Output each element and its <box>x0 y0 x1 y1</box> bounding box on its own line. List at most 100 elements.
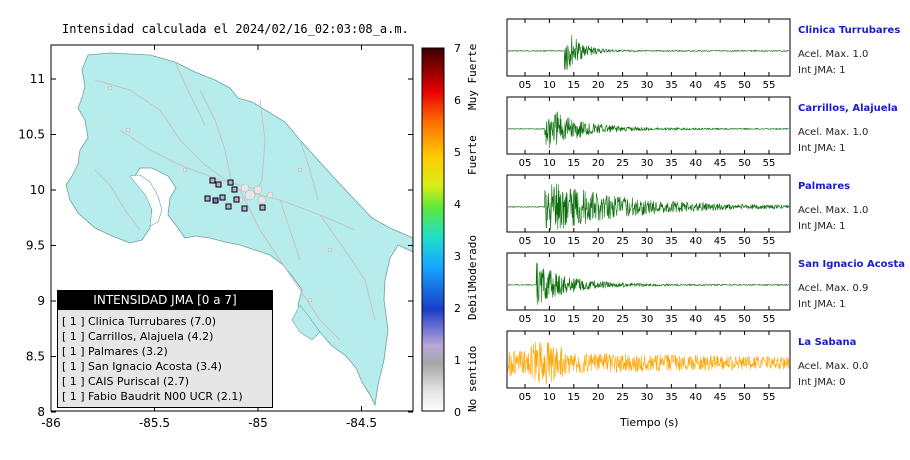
waveform-trace <box>507 341 790 385</box>
scale-number: 6 <box>454 94 461 107</box>
waveform-tick-label: 05 <box>519 392 532 403</box>
station-jma: Int JMA: 0 <box>798 377 846 388</box>
legend-item-label: CAIS Puriscal (2.7) <box>88 375 190 388</box>
map-frame <box>50 44 414 412</box>
waveform-panel: 05 10 15 20 25 30 35 40 45 50 55 <box>506 252 791 325</box>
waveform-tick-label: 55 <box>763 236 776 247</box>
legend-item: [ 1 ] Palmares (3.2) <box>62 344 272 359</box>
waveform-tick-label: 45 <box>714 314 727 325</box>
station-name: Palmares <box>798 181 851 192</box>
waveform-tick-label: 20 <box>592 314 605 325</box>
waveform-tick-label: 40 <box>689 392 702 403</box>
map-x-tick-label: -84.5 <box>346 416 377 430</box>
waveform-tick-label: 50 <box>738 236 751 247</box>
legend-item-level: [ 1 ] <box>62 375 85 388</box>
station-name: San Ignacio Acosta <box>798 259 906 270</box>
nicoya-gulf <box>129 174 163 227</box>
waveform-tick-label: 50 <box>738 314 751 325</box>
waveform-tick-label: 40 <box>689 80 702 91</box>
map-y-tick-label: 8.5 <box>26 350 45 364</box>
waveform-tick-label: 45 <box>714 158 727 169</box>
waveform-tick-label: 45 <box>714 392 727 403</box>
station-acel: Acel. Max. 1.0 <box>798 49 869 60</box>
legend-item-level: [ 1 ] <box>62 390 85 403</box>
legend-item-label: Palmares (3.2) <box>88 345 168 358</box>
waveform-tick-label: 15 <box>567 80 580 91</box>
waveform-panel: 05 10 15 20 25 30 35 40 45 50 55 <box>506 96 791 169</box>
station-acel: Acel. Max. 0.9 <box>798 283 869 294</box>
station-acel: Acel. Max. 1.0 <box>798 127 869 138</box>
waveform-tick-label: 40 <box>689 158 702 169</box>
legend-item-level: [ 1 ] <box>62 360 85 373</box>
scale-number: 0 <box>454 406 461 419</box>
station-name: Carrillos, Alajuela <box>798 103 898 114</box>
map-x-tick-label: -86 <box>41 416 61 430</box>
scale-number: 4 <box>454 198 461 211</box>
waveform-tick-label: 30 <box>641 80 654 91</box>
waveform-tick-label: 15 <box>567 314 580 325</box>
station-acel: Acel. Max. 1.0 <box>798 205 869 216</box>
waveform-tick-label: 55 <box>763 158 776 169</box>
legend-item: [ 1 ] Clinica Turrubares (7.0) <box>62 314 272 329</box>
station-markers <box>204 177 266 212</box>
waveform-tick-label: 55 <box>763 80 776 91</box>
legend-item-level: [ 1 ] <box>62 330 85 343</box>
legend-item-label: Clinica Turrubares (7.0) <box>88 315 217 328</box>
waveform-trace <box>507 262 790 305</box>
waveform-tick-label: 10 <box>543 80 556 91</box>
waveform-tick-label: 55 <box>763 314 776 325</box>
waveform-tick-label: 50 <box>738 158 751 169</box>
station-name: La Sabana <box>798 337 857 348</box>
waveform-tick-label: 25 <box>616 80 629 91</box>
waveform-panel: 05 10 15 20 25 30 35 40 45 50 55 <box>506 174 791 247</box>
map-y-tick-label: 9.5 <box>26 239 45 253</box>
waveform-tick-label: 20 <box>592 158 605 169</box>
map-x-tick-label: -85 <box>248 416 268 430</box>
station-jma: Int JMA: 1 <box>798 221 846 232</box>
waveform-tick-label: 10 <box>543 314 556 325</box>
road-network <box>94 61 376 341</box>
waveform-trace <box>507 183 790 231</box>
waveform-tick-label: 40 <box>689 236 702 247</box>
waveform-tick-label: 35 <box>665 236 678 247</box>
waveform-tick-label: 50 <box>738 80 751 91</box>
map-y-tick-label: 11 <box>30 72 45 86</box>
waveform-trace <box>507 35 790 71</box>
waveform-tick-label: 05 <box>519 158 532 169</box>
legend-item-level: [ 1 ] <box>62 315 85 328</box>
legend-item: [ 1 ] Carrillos, Alajuela (4.2) <box>62 329 272 344</box>
waveform-tick-label: 30 <box>641 314 654 325</box>
waveform-tick-label: 30 <box>641 236 654 247</box>
waveform-tick-label: 25 <box>616 314 629 325</box>
legend-item: [ 1 ] Fabio Baudrit N00 UCR (2.1) <box>62 389 272 404</box>
waveform-tick-label: 05 <box>519 314 532 325</box>
map-title: Intensidad calculada el 2024/02/16_02:03… <box>62 22 409 36</box>
waveform-tick-label: 10 <box>543 392 556 403</box>
waveform-tick-label: 20 <box>592 80 605 91</box>
waveform-tick-label: 30 <box>641 158 654 169</box>
scale-number: 1 <box>454 354 461 367</box>
x-axis-label: Tiempo (s) <box>620 416 679 429</box>
legend-list: [ 1 ] Clinica Turrubares (7.0)[ 1 ] Carril… <box>58 310 272 404</box>
map-x-tick-label: -85.5 <box>139 416 170 430</box>
station-jma: Int JMA: 1 <box>798 65 846 76</box>
waveform-tick-label: 05 <box>519 80 532 91</box>
legend-title: INTENSIDAD JMA [0 a 7] <box>58 291 272 310</box>
waveform-tick-label: 55 <box>763 392 776 403</box>
waveform-tick-label: 30 <box>641 392 654 403</box>
station-jma: Int JMA: 1 <box>798 143 846 154</box>
intensity-color-scale <box>421 47 445 412</box>
legend-item: [ 1 ] San Ignacio Acosta (3.4) <box>62 359 272 374</box>
waveform-tick-label: 50 <box>738 392 751 403</box>
scale-number: 3 <box>454 250 461 263</box>
legend-item-level: [ 1 ] <box>62 345 85 358</box>
waveform-tick-label: 20 <box>592 236 605 247</box>
waveform-tick-label: 20 <box>592 392 605 403</box>
waveform-tick-label: 45 <box>714 236 727 247</box>
waveform-panel: 05 10 15 20 25 30 35 40 45 50 55 <box>506 330 791 403</box>
legend-item: [ 1 ] CAIS Puriscal (2.7) <box>62 374 272 389</box>
scale-number: 7 <box>454 42 461 55</box>
waveform-tick-label: 35 <box>665 392 678 403</box>
waveform-panel: 05 10 15 20 25 30 35 40 45 50 55 <box>506 18 791 91</box>
intensity-legend: INTENSIDAD JMA [0 a 7] [ 1 ] Clinica Turr… <box>57 290 273 408</box>
